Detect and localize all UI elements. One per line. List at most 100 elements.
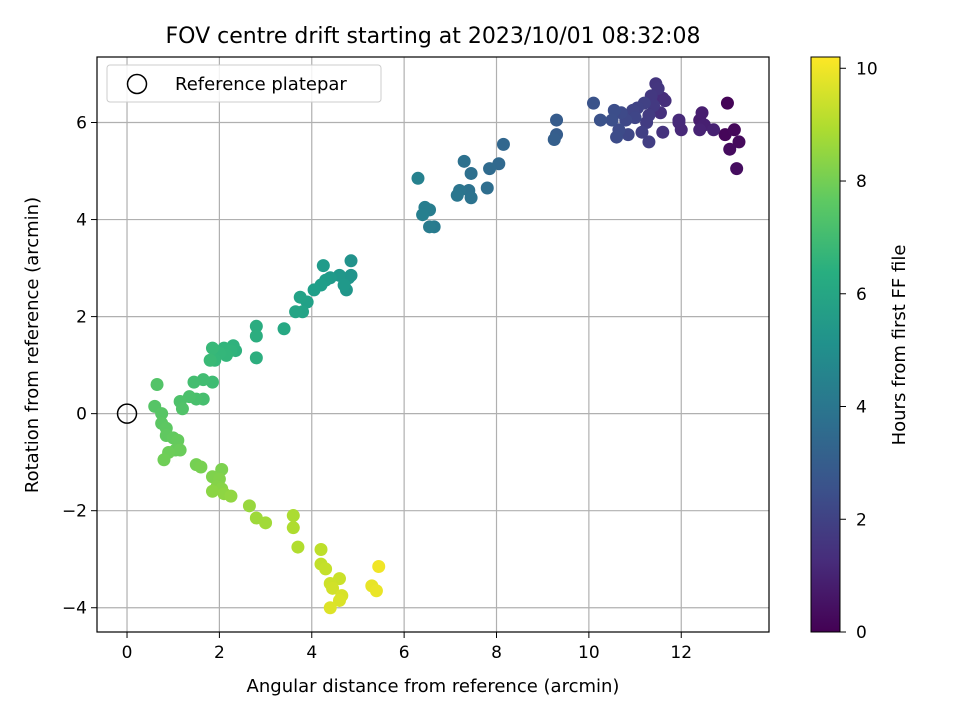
colorbar-tick-label: 0 [856,623,867,643]
y-tick-label: 4 [76,211,87,231]
x-tick-label: 10 [578,643,600,663]
data-point [286,509,300,523]
data-point [369,584,383,598]
colorbar: 0 2 4 6 8 10 Hours from first FF file [810,56,910,643]
data-point [496,137,510,151]
y-tick-label: 6 [76,114,87,134]
data-point [642,135,656,149]
y-tick-label: −4 [62,599,87,619]
colorbar-tick-label: 2 [856,510,867,530]
data-point [187,375,201,389]
y-tick-label: 2 [76,308,87,328]
data-point [610,130,624,144]
data-point [332,593,346,607]
data-point [464,191,478,205]
data-point [550,113,564,127]
x-axis-ticks: 0 2 4 6 8 10 12 [122,632,692,663]
data-point [224,489,238,503]
data-point [307,283,321,297]
data-point [291,540,305,554]
y-tick-label: 0 [76,405,87,425]
y-tick-label: −2 [62,502,87,522]
data-point [483,162,497,176]
data-point [707,123,721,137]
data-point [635,125,649,139]
data-point [450,188,464,202]
data-point [171,433,185,447]
data-point [457,154,471,168]
data-point [215,462,229,476]
data-point [249,329,263,343]
data-point [289,305,303,319]
legend-label-reference: Reference platepar [175,74,347,95]
colorbar-ticks: 0 2 4 6 8 10 [840,59,878,643]
scatter-points [148,77,746,615]
colorbar-label: Hours from first FF file [889,245,910,446]
x-tick-label: 0 [122,643,133,663]
data-point [593,113,607,127]
data-point [656,125,670,139]
data-point [695,106,709,120]
data-point [205,341,219,355]
data-point [411,171,425,185]
data-point [640,116,654,130]
data-point [605,113,619,127]
data-point [730,162,744,176]
y-axis-label: Rotation from reference (arcmin) [22,197,43,493]
colorbar-gradient [810,56,841,633]
data-point [175,402,189,416]
data-point [727,123,741,137]
data-point [607,103,621,117]
x-axis-label: Angular distance from reference (arcmin) [247,676,620,697]
data-point [314,543,328,557]
grid-lines [97,57,769,632]
data-point [205,484,219,498]
data-point [316,259,330,273]
data-point [242,499,256,513]
data-point [720,96,734,110]
data-point [344,254,358,268]
data-point [323,601,337,615]
data-point [259,516,273,530]
data-point [480,181,494,195]
data-point [157,453,171,467]
legend-box [106,64,382,103]
data-point [372,559,386,573]
y-axis-ticks: −4 −2 0 2 4 6 [62,114,97,619]
data-point [203,353,217,367]
data-point [337,278,351,292]
data-point [464,166,478,180]
data-point [674,123,688,137]
data-point [326,581,340,595]
data-point [293,290,307,304]
data-point [693,123,707,137]
x-tick-label: 12 [670,643,692,663]
colorbar-tick-label: 8 [856,172,867,192]
colorbar-tick-label: 6 [856,285,867,305]
legend: Reference platepar [106,64,382,103]
reference-platepar-marker [116,403,138,424]
data-point [286,521,300,535]
x-tick-label: 4 [306,643,317,663]
x-tick-label: 8 [491,643,502,663]
data-point [319,562,333,576]
data-point [547,132,561,146]
data-point [416,208,430,222]
plot-frame [96,56,770,633]
x-tick-label: 6 [399,643,410,663]
data-point [249,319,263,333]
data-point [249,351,263,365]
data-point [173,443,187,457]
data-point [658,94,672,108]
data-point [672,113,686,127]
data-point [194,460,208,474]
data-point [155,407,169,421]
data-point [150,378,164,392]
data-point [423,220,437,234]
data-point [277,322,291,336]
colorbar-tick-label: 10 [856,59,878,79]
data-point [586,96,600,110]
data-point [732,135,746,149]
x-tick-label: 2 [214,643,225,663]
